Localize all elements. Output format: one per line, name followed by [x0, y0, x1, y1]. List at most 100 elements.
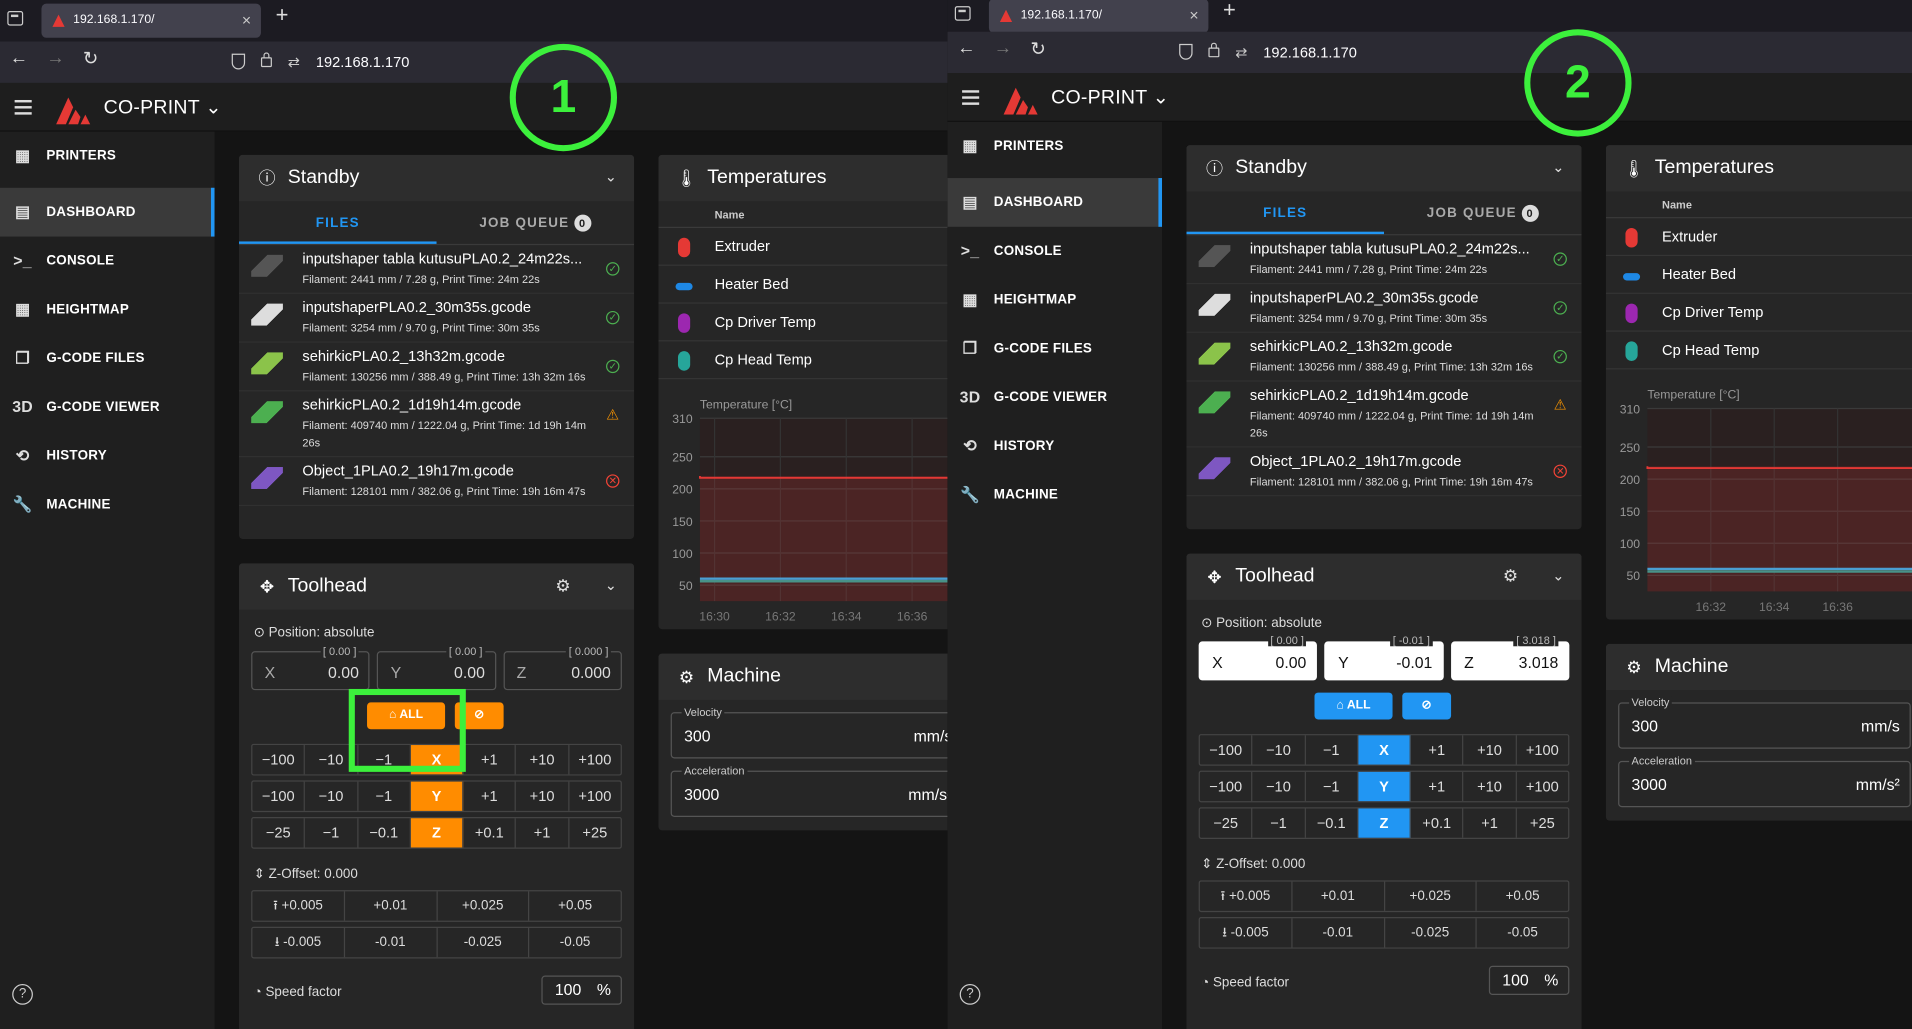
velocity-field[interactable]: Velocity 300 mm/s — [670, 706, 948, 759]
status-header[interactable]: ⓘ Standby ⌄ — [1186, 145, 1582, 192]
z-position-field[interactable]: Z [ 0.000 ] 0.000 — [503, 645, 622, 691]
close-tab-icon[interactable]: × — [1189, 6, 1199, 25]
jog-y-button[interactable]: −1 — [358, 781, 411, 811]
file-name[interactable]: Object_1PLA0.2_19h17m.gcode — [302, 462, 514, 480]
sidebar-item-printers[interactable]: ▦ PRINTERS — [947, 122, 1162, 171]
jog-x-button[interactable]: −10 — [1253, 735, 1306, 765]
jog-z-button[interactable]: −1 — [1253, 808, 1306, 838]
file-row[interactable]: Object_1PLA0.2_19h17m.gcode Filament: 128… — [1186, 448, 1582, 497]
jog-x-button[interactable]: −1 — [358, 745, 411, 775]
zoffset-up-button[interactable]: +0.05 — [1477, 882, 1568, 911]
sidebar-item-history[interactable]: ⟲ HISTORY — [947, 422, 1162, 471]
menu-icon[interactable] — [962, 90, 980, 105]
collapse-chevron-icon[interactable]: ⌄ — [1552, 567, 1565, 585]
forward-icon[interactable]: → — [993, 37, 1013, 59]
x-position-field[interactable]: X [ 0.00 ] 0.00 — [1198, 634, 1318, 681]
motors-off-button[interactable]: ⊘ — [1402, 692, 1452, 720]
jog-y-button[interactable]: +10 — [516, 781, 570, 811]
jog-z-button[interactable]: −25 — [1200, 808, 1253, 838]
tab-files[interactable]: FILES — [1186, 191, 1385, 235]
jog-x-button[interactable]: −1 — [1305, 735, 1359, 765]
file-row[interactable]: sehirkicPLA0.2_1d19h14m.gcode Filament: 4… — [1186, 382, 1582, 448]
url-bar[interactable]: ⇄ 192.168.1.170 — [219, 46, 947, 78]
file-row[interactable]: inputshaper tabla kutusuPLA0.2_24m22s...… — [1186, 235, 1582, 285]
file-row[interactable]: sehirkicPLA0.2_13h32m.gcode Filament: 130… — [1186, 333, 1582, 382]
jog-z-button[interactable]: −0.1 — [1305, 808, 1359, 838]
zoffset-down-button[interactable]: -0.025 — [1385, 918, 1477, 948]
back-icon[interactable]: ← — [9, 47, 29, 69]
tab-files[interactable]: FILES — [239, 201, 437, 244]
sidebar-item-dashboard[interactable]: ▤ DASHBOARD — [947, 178, 1163, 227]
jog-y-button[interactable]: +100 — [1525, 777, 1559, 796]
jog-z-button[interactable]: +25 — [1529, 814, 1555, 832]
zoffset-up-button[interactable]: +0.05 — [530, 891, 621, 920]
jog-y-button[interactable]: −100 — [252, 781, 306, 811]
help-icon[interactable]: ? — [12, 984, 33, 1005]
new-tab-button[interactable]: + — [275, 2, 289, 27]
home-y-button[interactable]: Y — [1358, 771, 1411, 802]
url-text[interactable]: 192.168.1.170 — [1263, 43, 1357, 61]
zoffset-up-button[interactable]: +0.025 — [1385, 881, 1477, 911]
zoffset-down-button[interactable]: -0.025 — [437, 927, 530, 958]
zoffset-down-button[interactable]: -0.05 — [530, 928, 621, 957]
home-y-button[interactable]: Y — [410, 781, 464, 811]
file-row[interactable]: inputshaperPLA0.2_30m35s.gcode Filament: … — [239, 294, 635, 343]
jog-y-button[interactable]: +1 — [464, 781, 517, 811]
home-x-button[interactable]: X — [1358, 735, 1411, 765]
jog-x-button[interactable]: −100 — [1200, 735, 1253, 765]
sidebar-item-machine[interactable]: 🔧 MACHINE — [0, 480, 215, 529]
temperature-row[interactable]: Heater Bed — [1605, 256, 1912, 294]
acceleration-field[interactable]: Acceleration 3000 mm/s² — [670, 764, 948, 817]
jog-y-button[interactable]: +100 — [578, 787, 612, 805]
z-position-field[interactable]: Z [ 3.018 ] 3.018 — [1450, 634, 1570, 681]
file-name[interactable]: sehirkicPLA0.2_13h32m.gcode — [1249, 337, 1453, 355]
jog-z-button[interactable]: +25 — [582, 824, 608, 842]
url-bar[interactable]: ⇄ 192.168.1.170 — [1167, 37, 1912, 69]
jog-x-button[interactable]: +100 — [578, 751, 612, 769]
window-icon[interactable] — [954, 6, 971, 21]
printer-selector[interactable]: CO-PRINT ⌄ — [104, 95, 222, 119]
back-icon[interactable]: ← — [957, 37, 976, 59]
new-tab-button[interactable]: + — [1223, 0, 1236, 22]
jog-z-button[interactable]: +0.1 — [1411, 808, 1464, 838]
x-position-field[interactable]: X [ 0.00 ] 0.00 — [251, 645, 370, 691]
sidebar-item-console[interactable]: >_ CONSOLE — [947, 227, 1162, 276]
url-text[interactable]: 192.168.1.170 — [315, 53, 410, 71]
close-tab-icon[interactable]: × — [241, 10, 252, 30]
file-name[interactable]: inputshaper tabla kutusuPLA0.2_24m22s... — [302, 249, 583, 268]
home-z-button[interactable]: Z — [1358, 808, 1411, 838]
status-header[interactable]: ⓘ Standby ⌄ — [239, 154, 635, 202]
temperatures-header[interactable]: 🌡 Temperatures — [658, 154, 948, 202]
menu-icon[interactable] — [14, 99, 32, 115]
machine-header[interactable]: ⚙ Machine — [1605, 643, 1912, 691]
temperature-row[interactable]: Heater Bed — [658, 266, 948, 304]
temperatures-header[interactable]: 🌡 Temperatures — [1605, 145, 1912, 192]
jog-x-button[interactable]: +10 — [1464, 735, 1517, 765]
temperature-row[interactable]: Cp Head Temp — [658, 341, 948, 380]
file-name[interactable]: inputshaper tabla kutusuPLA0.2_24m22s... — [1249, 240, 1530, 258]
jog-x-button[interactable]: −100 — [252, 745, 306, 775]
home-all-button[interactable]: ⌂ ALL — [1314, 692, 1393, 720]
zoffset-up-button[interactable]: ⭱ +0.005 — [1200, 881, 1293, 911]
temperature-row[interactable]: Cp Driver Temp — [658, 304, 948, 342]
zoffset-up-button[interactable]: +0.025 — [437, 891, 530, 921]
forward-icon[interactable]: → — [46, 47, 65, 69]
sidebar-item-g-code-files[interactable]: ❐ G-CODE FILES — [0, 334, 215, 383]
jog-z-button[interactable]: −0.1 — [358, 818, 411, 848]
file-row[interactable]: sehirkicPLA0.2_13h32m.gcode Filament: 130… — [239, 343, 635, 392]
home-all-button[interactable]: ⌂ ALL — [367, 702, 446, 730]
collapse-chevron-icon[interactable]: ⌄ — [604, 576, 618, 594]
file-row[interactable]: inputshaperPLA0.2_30m35s.gcode Filament: … — [1186, 284, 1582, 333]
jog-y-button[interactable]: +10 — [1464, 771, 1517, 802]
gear-icon[interactable]: ⚙ — [555, 575, 571, 596]
acceleration-field[interactable]: Acceleration 3000 mm/s² — [1618, 754, 1911, 808]
file-row[interactable]: inputshaper tabla kutusuPLA0.2_24m22s...… — [239, 245, 635, 294]
home-z-button[interactable]: Z — [410, 818, 464, 848]
jog-x-button[interactable]: +1 — [1411, 735, 1464, 765]
collapse-chevron-icon[interactable]: ⌄ — [604, 168, 618, 186]
jog-z-button[interactable]: +0.1 — [464, 818, 517, 848]
jog-x-button[interactable]: +100 — [1525, 741, 1559, 759]
collapse-chevron-icon[interactable]: ⌄ — [1552, 158, 1565, 176]
toolhead-header[interactable]: ✥ Toolhead ⚙ ⌄ — [1186, 553, 1582, 600]
file-name[interactable]: sehirkicPLA0.2_13h32m.gcode — [302, 347, 505, 365]
